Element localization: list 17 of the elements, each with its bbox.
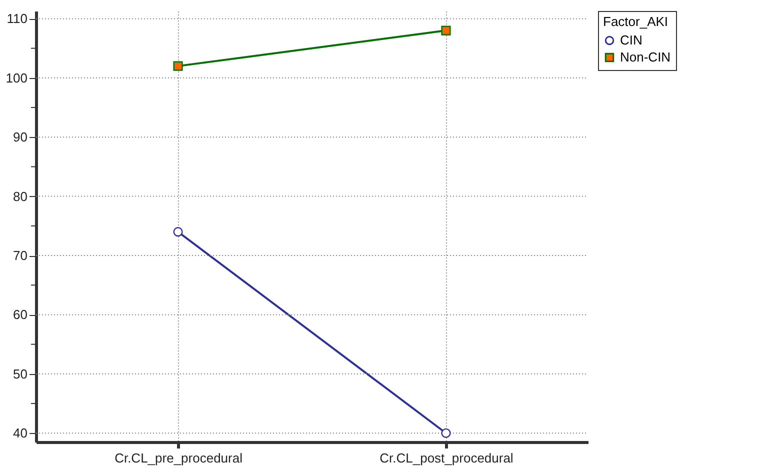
- legend-label: CIN: [620, 32, 642, 48]
- point: [441, 26, 451, 36]
- legend-title: Factor_AKI: [603, 14, 668, 29]
- y-tick-label: 70: [13, 248, 28, 264]
- y-tick-label: 80: [13, 188, 28, 204]
- y-tick-label: 60: [13, 307, 28, 322]
- y-tick-label: 50: [13, 366, 28, 382]
- y-tick-label: 40: [13, 426, 28, 441]
- y-tick-label: 110: [6, 11, 28, 26]
- point: [441, 428, 451, 438]
- y-tick-label: 90: [13, 130, 28, 145]
- point: [173, 61, 183, 71]
- point: [173, 227, 183, 237]
- x-tick-label: Cr.CL_post_procedural: [380, 450, 514, 466]
- x-tick-label: Cr.CL_pre_procedural: [114, 450, 243, 466]
- y-tick-label: 100: [6, 70, 28, 86]
- legend-label: Non-CIN: [620, 50, 671, 64]
